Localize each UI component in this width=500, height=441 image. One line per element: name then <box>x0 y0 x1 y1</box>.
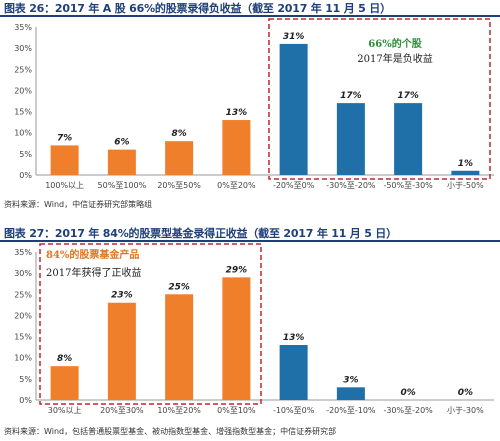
x-tick-label: 0%至10% <box>217 406 256 415</box>
data-label: 29% <box>226 265 248 275</box>
x-tick-label: -30%至-20% <box>326 181 376 190</box>
bar <box>165 141 194 175</box>
source-note: 资料来源：Wind，中信证券研究部策略组 <box>4 200 153 209</box>
y-tick-label: 30% <box>14 44 32 53</box>
bar-chart-negative-returns: 0% 5% 10% 15% 20% 25% 30% 35% 7% 100%以上 6% 50%至100%… <box>14 18 494 190</box>
data-label: 8% <box>57 354 72 364</box>
figure-title: 图表 27：2017 年 84%的股票型基金录得正收益（截至 2017 年 11… <box>4 227 397 240</box>
title-rule <box>0 15 500 17</box>
x-tick-label: -30%至-20% <box>383 406 433 415</box>
x-tick-label: 20%至30% <box>100 406 144 415</box>
data-label: 17% <box>397 91 419 101</box>
y-tick-label: 15% <box>14 108 32 117</box>
y-tick-label: 0% <box>19 171 32 180</box>
bar <box>279 43 308 176</box>
y-tick-label: 5% <box>19 375 32 384</box>
data-label: 25% <box>168 282 190 292</box>
x-tick-label: 10%至20% <box>157 406 201 415</box>
bar <box>107 302 136 400</box>
y-tick-label: 20% <box>14 86 32 95</box>
bar <box>336 103 365 175</box>
y-tick-label: 0% <box>19 396 32 405</box>
bar <box>222 277 251 400</box>
highlight-box <box>39 243 262 405</box>
y-tick-label: 35% <box>14 248 32 257</box>
bar-chart-fund-returns: 0% 5% 10% 15% 20% 25% 30% 35% 8% 30%以上 23% 20%至30% 2… <box>14 243 494 415</box>
x-tick-label: 50%至100% <box>98 181 147 190</box>
annotation-line-1: 66%的个股 <box>368 37 422 50</box>
y-tick-label: 25% <box>14 290 32 299</box>
y-tick-label: 35% <box>14 23 32 32</box>
x-tick-label: -20%至-10% <box>326 406 376 415</box>
y-tick-label: 5% <box>19 150 32 159</box>
y-tick-label: 30% <box>14 269 32 278</box>
data-label: 3% <box>343 375 358 385</box>
annotation-line-1: 84%的股票基金产品 <box>46 248 139 261</box>
data-label: 13% <box>283 333 305 343</box>
bar <box>279 345 308 400</box>
data-label: 0% <box>458 388 473 398</box>
bar <box>222 120 251 175</box>
x-tick-label: 小于-50% <box>447 181 484 190</box>
data-label: 7% <box>57 133 72 143</box>
x-tick-label: -50%至-30% <box>383 181 433 190</box>
x-tick-label: -10%至0% <box>273 406 315 415</box>
highlight-box <box>268 18 491 180</box>
data-label: 17% <box>340 91 362 101</box>
x-tick-label: 100%以上 <box>45 181 84 190</box>
y-tick-label: 10% <box>14 129 32 138</box>
x-tick-label: 30%以上 <box>48 406 82 415</box>
title-rule <box>0 240 500 242</box>
figure-title: 图表 26：2017 年 A 股 66%的股票录得负收益（截至 2017 年 1… <box>4 2 391 15</box>
x-tick-label: 0%至20% <box>217 181 256 190</box>
bar <box>50 145 79 175</box>
data-label: 23% <box>111 291 133 301</box>
y-tick-label: 10% <box>14 354 32 363</box>
x-tick-label: 小于-30% <box>447 406 484 415</box>
y-tick-label: 15% <box>14 333 32 342</box>
x-tick-label: 20%至50% <box>157 181 201 190</box>
y-tick-label: 20% <box>14 311 32 320</box>
bar <box>165 294 194 400</box>
annotation-line-2: 2017年是负收益 <box>357 52 432 65</box>
source-note: 资料来源：Wind，包括普通股票型基金、被动指数型基金、增强指数型基金；中信证券… <box>4 427 337 436</box>
data-label: 13% <box>226 108 248 118</box>
bar <box>50 366 79 400</box>
annotation-line-2: 2017年获得了正收益 <box>46 266 141 279</box>
bar <box>107 149 136 175</box>
bar <box>451 170 480 175</box>
bar <box>336 387 365 400</box>
bar <box>394 103 423 175</box>
data-label: 8% <box>171 129 186 139</box>
data-label: 1% <box>458 159 473 169</box>
x-tick-label: -20%至0% <box>273 181 315 190</box>
y-tick-label: 25% <box>14 65 32 74</box>
data-label: 6% <box>114 138 129 148</box>
data-label: 0% <box>400 388 415 398</box>
data-label: 31% <box>283 32 305 42</box>
